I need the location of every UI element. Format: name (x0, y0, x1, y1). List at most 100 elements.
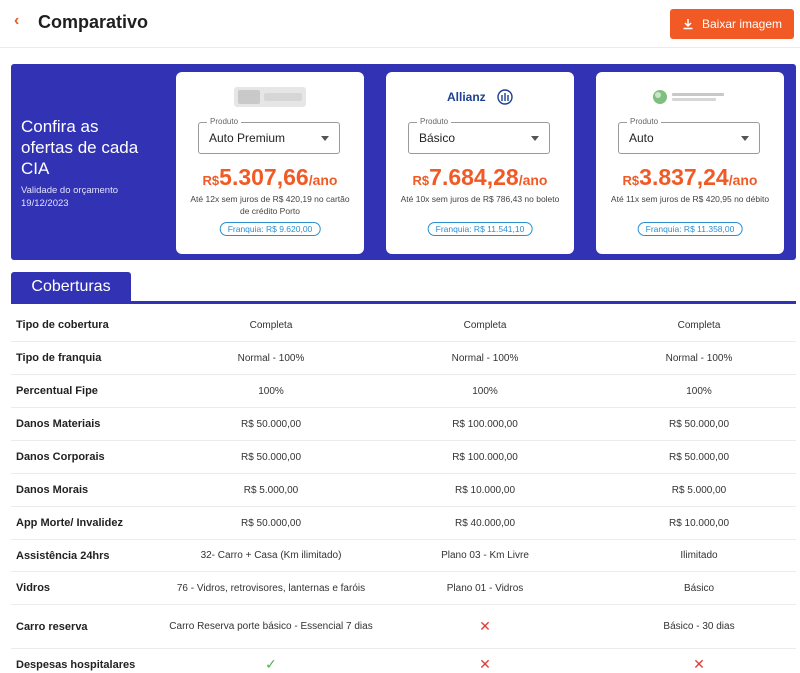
table-row: Tipo de cobertura Completa Completa Complet… (11, 309, 796, 342)
product-select[interactable]: Produto Básico (408, 117, 550, 154)
close-icon: ✕ (693, 656, 705, 672)
table-cell: ✓ (167, 649, 375, 673)
franchise-badge: Franquia: R$ 11.541,10 (427, 222, 533, 236)
table-cell: Básico - 30 dias (595, 605, 800, 648)
price-value: 7.684,28 (429, 164, 519, 190)
table-cell: Ilimitado (595, 540, 800, 571)
table-row: Carro reserva Carro Reserva porte básico … (11, 605, 796, 649)
row-label: Percentual Fipe (16, 385, 98, 397)
offer-card: Allianz Produto Básico R$7.684,28/ano At… (386, 72, 574, 254)
cell-value: 100% (258, 385, 284, 397)
table-cell: Normal - 100% (381, 342, 589, 374)
cell-value: Básico - 30 dias (663, 621, 735, 632)
price-currency: R$ (202, 173, 220, 188)
row-label: Danos Morais (16, 484, 89, 496)
table-row: Danos Corporais R$ 50.000,00 R$ 100.000,00… (11, 441, 796, 474)
cell-value: Normal - 100% (451, 352, 519, 364)
table-row: Vidros 76 - Vidros, retrovisores, lantern… (11, 572, 796, 605)
installments-text: Até 12x sem juros de R$ 420,19 no cartão… (190, 194, 350, 216)
table-cell: Plano 01 - Vidros (381, 572, 589, 604)
table-cell: R$ 50.000,00 (167, 507, 375, 539)
product-select-label: Produto (207, 117, 242, 127)
insurer-logo (596, 86, 784, 108)
price-value: 5.307,66 (219, 164, 309, 190)
table-row: Percentual Fipe 100% 100% 100% (11, 375, 796, 408)
close-icon: ✕ (479, 656, 491, 672)
franchise-badge: Franquia: R$ 11.358,00 (637, 222, 743, 236)
row-label: Carro reserva (16, 620, 88, 633)
row-label: Danos Corporais (16, 451, 105, 463)
cell-value: R$ 10.000,00 (668, 517, 730, 529)
row-label: Tipo de franquia (16, 352, 102, 364)
cell-value: 100% (686, 385, 712, 397)
table-cell: Básico (595, 572, 800, 604)
table-cell: R$ 50.000,00 (167, 441, 375, 473)
product-select-label: Produto (627, 117, 662, 127)
table-cell: 100% (167, 375, 375, 407)
page-title: Comparativo (38, 12, 149, 32)
row-label: Tipo de cobertura (16, 319, 109, 331)
table-cell: 100% (381, 375, 589, 407)
annual-price: R$7.684,28/ano (386, 164, 574, 191)
cell-value: R$ 5.000,00 (243, 484, 299, 496)
installments-text: Até 11x sem juros de R$ 420,95 no débito (610, 194, 770, 204)
table-cell: R$ 50.000,00 (595, 408, 800, 440)
offer-card: Produto Auto Premium R$5.307,66/ano Até … (176, 72, 364, 254)
table-cell: Plano 03 - Km Livre (381, 540, 589, 571)
cell-value: 100% (472, 385, 498, 397)
table-cell: R$ 40.000,00 (381, 507, 589, 539)
table-cell: Normal - 100% (595, 342, 800, 374)
product-select[interactable]: Produto Auto Premium (198, 117, 340, 154)
back-chevron-icon[interactable]: ‹ (14, 12, 20, 29)
product-select[interactable]: Produto Auto (618, 117, 760, 154)
cell-value: R$ 50.000,00 (240, 418, 302, 430)
table-row: Danos Morais R$ 5.000,00 R$ 10.000,00 R$ 5.… (11, 474, 796, 507)
cell-value: R$ 100.000,00 (452, 451, 518, 463)
cell-value: Normal - 100% (237, 352, 305, 364)
cell-value: Carro Reserva porte básico - Essencial 7… (169, 621, 373, 632)
table-cell: Completa (381, 309, 589, 341)
cell-value: R$ 50.000,00 (240, 517, 302, 529)
table-cell: R$ 100.000,00 (381, 408, 589, 440)
price-value: 3.837,24 (639, 164, 729, 190)
row-label: Despesas hospitalares (16, 658, 136, 671)
table-cell: R$ 50.000,00 (595, 441, 800, 473)
row-label: App Morte/ Invalidez (16, 517, 123, 529)
cell-value: Básico (683, 582, 714, 594)
download-image-button[interactable]: Baixar imagem (670, 9, 794, 39)
chevron-down-icon (741, 136, 749, 141)
banner-heading: Confira as ofertas de cada CIA (21, 117, 139, 178)
price-period: /ano (728, 172, 758, 188)
table-cell: Completa (167, 309, 375, 341)
table-cell: R$ 50.000,00 (167, 408, 375, 440)
cell-value: R$ 50.000,00 (668, 418, 730, 430)
annual-price: R$3.837,24/ano (596, 164, 784, 191)
product-select-value: Auto (629, 131, 654, 145)
close-icon: ✕ (479, 618, 491, 634)
table-cell: R$ 5.000,00 (167, 474, 375, 506)
cell-value: Normal - 100% (665, 352, 733, 364)
top-bar: ‹ Comparativo Baixar imagem (0, 0, 800, 48)
price-period: /ano (518, 172, 548, 188)
cell-value: Plano 03 - Km Livre (441, 550, 529, 561)
cell-value: Plano 01 - Vidros (446, 582, 524, 594)
table-cell: Completa (595, 309, 800, 341)
row-label: Assistência 24hrs (16, 549, 110, 562)
cell-value: R$ 5.000,00 (671, 484, 727, 496)
price-currency: R$ (412, 173, 430, 188)
cell-value: R$ 50.000,00 (240, 451, 302, 463)
table-cell: R$ 100.000,00 (381, 441, 589, 473)
allianz-logo: Allianz (386, 86, 574, 108)
quote-validity: Validade do orçamento 19/12/2023 (21, 185, 118, 209)
table-row: App Morte/ Invalidez R$ 50.000,00 R$ 40.00… (11, 507, 796, 540)
tab-coberturas[interactable]: Coberturas (11, 272, 131, 302)
product-select-value: Auto Premium (209, 131, 286, 145)
offer-card: Produto Auto R$3.837,24/ano Até 11x sem … (596, 72, 784, 254)
installments-text: Até 10x sem juros de R$ 786,43 no boleto (400, 194, 560, 204)
chevron-down-icon (321, 136, 329, 141)
table-cell: ✕ (595, 649, 800, 673)
price-period: /ano (308, 172, 338, 188)
price-currency: R$ (622, 173, 640, 188)
insurer-logo (176, 86, 364, 108)
row-label: Danos Materiais (16, 418, 101, 430)
